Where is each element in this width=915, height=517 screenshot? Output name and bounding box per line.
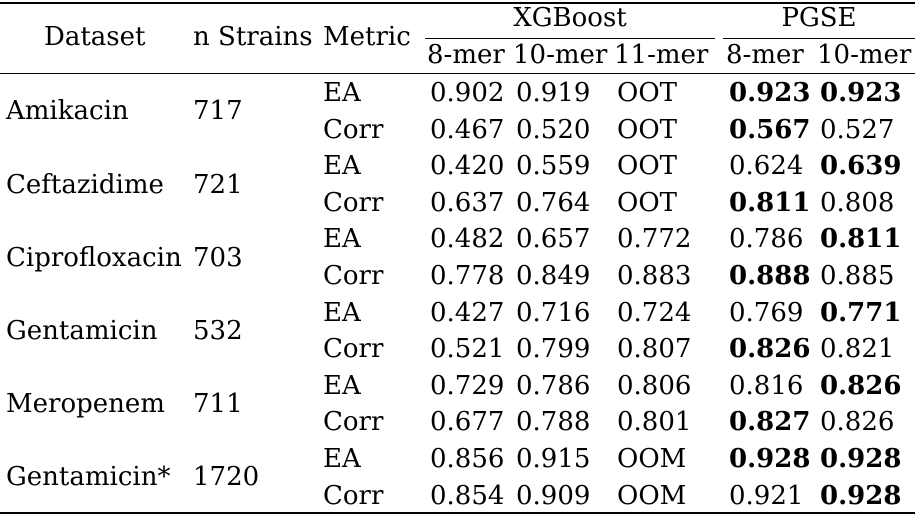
- metric-label: EA: [323, 151, 361, 182]
- metric-label: Corr: [323, 187, 384, 218]
- metric-label: Corr: [323, 407, 384, 438]
- table-cell: 0.778: [430, 261, 505, 291]
- table-cell: 0.826: [820, 370, 902, 401]
- table-cell: 0.808: [820, 187, 895, 218]
- header-rule: [0, 73, 915, 74]
- subheader-4: 10-mer: [817, 40, 912, 70]
- table-cell: 0.467: [430, 114, 505, 145]
- metric-label: EA: [323, 370, 361, 401]
- n-strains-value: 721: [193, 169, 243, 200]
- table-cell: 0.801: [617, 407, 692, 438]
- table-cell: 0.729: [430, 370, 505, 401]
- dataset-name: Ceftazidime: [6, 169, 164, 200]
- table-cell: 0.799: [516, 334, 591, 365]
- table-cell: 0.637: [430, 187, 505, 218]
- table-cell: 0.923: [729, 78, 811, 108]
- table-cell: 0.921: [729, 480, 804, 511]
- dataset-name: Gentamicin: [6, 315, 158, 346]
- table-cell: 0.657: [516, 224, 591, 255]
- n-strains-value: 711: [193, 389, 243, 420]
- table-cell: 0.771: [820, 297, 902, 328]
- table-cell: 0.639: [820, 151, 902, 182]
- table-cell: 0.811: [820, 224, 902, 255]
- header-group-pgse: PGSE: [781, 3, 857, 33]
- metric-label: EA: [323, 444, 361, 474]
- table-cell: 0.559: [516, 151, 591, 182]
- table-cell: OOT: [617, 114, 677, 145]
- n-strains-value: 1720: [193, 462, 260, 493]
- table-cell: 0.821: [820, 334, 895, 365]
- subheader-1: 10-mer: [513, 40, 608, 70]
- table-cell: 0.764: [516, 187, 591, 218]
- table-cell: 0.788: [516, 407, 591, 438]
- table-cell: 0.928: [820, 480, 902, 511]
- subheader-2: 11-mer: [614, 40, 709, 70]
- table-cell: 0.915: [516, 444, 591, 474]
- top-rule: [0, 2, 915, 4]
- dataset-name: Amikacin: [6, 96, 129, 127]
- table-cell: 0.724: [617, 297, 692, 328]
- dataset-name: Meropenem: [6, 389, 165, 420]
- table-cell: 0.786: [516, 370, 591, 401]
- n-strains-value: 717: [193, 96, 243, 127]
- table-cell: 0.811: [729, 187, 811, 218]
- table-cell: OOT: [617, 78, 677, 108]
- table-cell: 0.527: [820, 114, 895, 145]
- header-group-xgboost: XGBoost: [513, 3, 627, 33]
- xgboost-group-rule: [425, 38, 715, 39]
- table-cell: 0.807: [617, 334, 692, 365]
- table-cell: 0.854: [430, 480, 505, 511]
- table-cell: 0.786: [729, 224, 804, 255]
- table-cell: 0.856: [430, 444, 505, 474]
- metric-label: EA: [323, 78, 361, 108]
- n-strains-value: 532: [193, 315, 243, 346]
- table-cell: 0.716: [516, 297, 591, 328]
- header-dataset: Dataset: [44, 22, 146, 52]
- table-cell: 0.816: [729, 370, 804, 401]
- table-cell: 0.826: [729, 334, 811, 365]
- metric-label: EA: [323, 297, 361, 328]
- table-cell: 0.849: [516, 261, 591, 291]
- metric-label: EA: [323, 224, 361, 255]
- metric-label: Corr: [323, 480, 384, 511]
- table-cell: 0.902: [430, 78, 505, 108]
- table-cell: 0.909: [516, 480, 591, 511]
- table-cell: 0.521: [430, 334, 505, 365]
- metric-label: Corr: [323, 114, 384, 145]
- header-metric: Metric: [323, 22, 411, 52]
- dataset-name: Gentamicin*: [6, 462, 171, 493]
- table-cell: 0.826: [820, 407, 895, 438]
- table-cell: OOT: [617, 151, 677, 182]
- table-cell: 0.769: [729, 297, 804, 328]
- metric-label: Corr: [323, 334, 384, 365]
- table-cell: 0.567: [729, 114, 811, 145]
- table-cell: 0.888: [729, 261, 811, 291]
- table-cell: 0.883: [617, 261, 692, 291]
- table-cell: 0.677: [430, 407, 505, 438]
- table-cell: 0.772: [617, 224, 692, 255]
- table-cell: 0.885: [820, 261, 895, 291]
- table-cell: 0.923: [820, 78, 902, 108]
- table-cell: 0.928: [820, 444, 902, 474]
- subheader-0: 8-mer: [427, 40, 505, 70]
- header-n-strains: n Strains: [193, 22, 313, 52]
- table-cell: 0.919: [516, 78, 591, 108]
- dataset-name: Ciprofloxacin: [6, 242, 182, 273]
- table-cell: 0.427: [430, 297, 505, 328]
- metric-label: Corr: [323, 261, 384, 291]
- table-cell: 0.520: [516, 114, 591, 145]
- table-cell: 0.420: [430, 151, 505, 182]
- subheader-3: 8-mer: [726, 40, 804, 70]
- n-strains-value: 703: [193, 242, 243, 273]
- table-cell: 0.827: [729, 407, 811, 438]
- table-cell: 0.928: [729, 444, 811, 474]
- table-cell: 0.624: [729, 151, 804, 182]
- table-cell: OOM: [617, 444, 687, 474]
- table-cell: OOM: [617, 480, 687, 511]
- pgse-group-rule: [723, 38, 915, 39]
- table-cell: 0.806: [617, 370, 692, 401]
- bottom-rule: [0, 512, 915, 514]
- table-cell: OOT: [617, 187, 677, 218]
- table-cell: 0.482: [430, 224, 505, 255]
